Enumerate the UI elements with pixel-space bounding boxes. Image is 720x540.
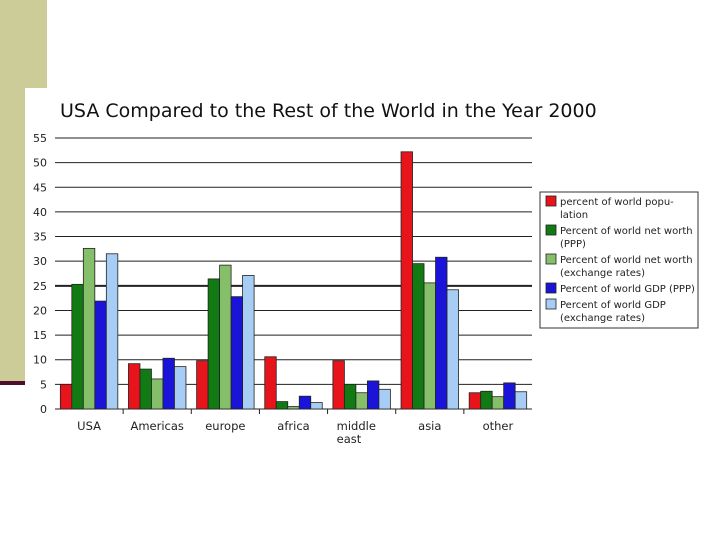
- bar-middle-east-series-5: [378, 388, 391, 410]
- y-tick-label: 25: [33, 280, 47, 293]
- bar-asia-series-4: [435, 256, 448, 410]
- legend-swatch-3: [545, 253, 557, 265]
- legend-entry-line: (exchange rates): [560, 313, 645, 324]
- chart-title: USA Compared to the Rest of the World in…: [60, 100, 597, 122]
- x-axis-categories: USA Americas europe africa middle east asia oth…: [77, 409, 514, 446]
- bar-middle-east-series-1: [332, 360, 345, 410]
- x-category-line: europe: [205, 419, 245, 433]
- bar-other-series-5: [514, 391, 528, 410]
- y-tick-label: 45: [33, 181, 47, 194]
- y-tick-label: 30: [33, 255, 47, 268]
- bar-africa-series-1: [264, 356, 277, 410]
- bar-africa-series-4: [298, 395, 312, 410]
- bar-other-series-4: [503, 382, 516, 410]
- grid-lines: [55, 137, 532, 410]
- legend-entry-line: (PPP): [560, 239, 586, 250]
- legend-swatch-2: [545, 224, 557, 236]
- bar-usa-series-5: [105, 253, 119, 410]
- bar-asia-series-5: [446, 289, 459, 410]
- y-tick-label: 5: [40, 378, 47, 391]
- bar-europe-series-1: [196, 360, 209, 410]
- bar-americas-series-4: [162, 357, 175, 410]
- x-category-label: Americas: [130, 419, 183, 433]
- x-category-label: europe: [205, 419, 245, 433]
- bar-other-series-3: [491, 396, 505, 410]
- x-category-label: africa: [277, 419, 309, 433]
- bar-africa-series-2: [275, 401, 289, 410]
- legend-swatch-5: [545, 298, 557, 310]
- legend-entry-4: Percent of world GDP (PPP): [560, 284, 695, 295]
- y-tick-label: 20: [33, 304, 47, 317]
- legend-entry-line: lation: [560, 210, 588, 221]
- bar-asia-series-2: [412, 263, 425, 410]
- bars: [59, 151, 528, 410]
- bar-africa-series-3: [287, 406, 300, 410]
- bar-other-series-2: [480, 390, 493, 410]
- x-category-line: Americas: [130, 419, 183, 433]
- bar-other-series-1: [468, 392, 482, 410]
- x-category-line: east: [337, 432, 362, 446]
- bar-americas-series-3: [151, 378, 164, 410]
- y-tick-label: 55: [33, 132, 47, 145]
- x-category-line: africa: [277, 419, 309, 433]
- bar-americas-series-1: [128, 363, 141, 410]
- y-tick-label: 0: [40, 403, 47, 416]
- legend-swatch-1: [545, 195, 557, 207]
- legend-entry-line: Percent of world net worth: [560, 255, 693, 266]
- x-category-line: USA: [77, 419, 101, 433]
- bar-middle-east-series-3: [355, 392, 368, 410]
- legend: percent of world popu-lation Percent of w…: [539, 191, 699, 329]
- bar-usa-series-3: [82, 247, 96, 410]
- legend-entry-line: Percent of world GDP (PPP): [560, 284, 695, 295]
- y-tick-label: 40: [33, 206, 47, 219]
- legend-entry-line: (exchange rates): [560, 268, 645, 279]
- x-category-line: other: [483, 419, 514, 433]
- legend-entry-line: Percent of world GDP: [560, 300, 666, 311]
- bar-europe-series-5: [242, 275, 255, 410]
- slide-accent-line: [0, 381, 25, 385]
- legend-entry-3: Percent of world net worth (exchange rate…: [560, 255, 693, 279]
- x-category-line: middle: [337, 419, 376, 433]
- bar-europe-series-2: [207, 278, 221, 410]
- bar-middle-east-series-4: [366, 380, 380, 410]
- bar-americas-series-5: [174, 366, 187, 410]
- y-tick-label: 10: [33, 354, 47, 367]
- bar-usa-series-2: [71, 283, 84, 410]
- y-axis-ticks: 0 5 10 15 20 25 30 35 40 45 50 55: [33, 132, 47, 416]
- legend-entry-2: Percent of world net worth (PPP): [560, 226, 693, 250]
- y-tick-label: 50: [33, 157, 47, 170]
- legend-entry-line: percent of world popu-: [560, 197, 674, 208]
- bar-americas-series-2: [139, 368, 152, 410]
- bar-usa-series-1: [59, 383, 73, 410]
- x-category-label: USA: [77, 419, 101, 433]
- x-category-line: asia: [418, 419, 441, 433]
- bar-asia-series-3: [423, 282, 436, 410]
- bar-middle-east-series-2: [343, 383, 357, 410]
- legend-entry-5: Percent of world GDP (exchange rates): [560, 300, 666, 324]
- y-tick-label: 35: [33, 231, 47, 244]
- bar-africa-series-5: [310, 402, 323, 410]
- bar-asia-series-1: [400, 151, 413, 410]
- y-tick-label: 15: [33, 329, 47, 342]
- bar-europe-series-3: [219, 264, 232, 410]
- x-category-label: other: [483, 419, 514, 433]
- legend-box: [539, 191, 699, 329]
- x-category-label: middle east: [337, 419, 376, 446]
- x-category-label: asia: [418, 419, 441, 433]
- bar-usa-series-4: [94, 300, 107, 410]
- legend-entry-1: percent of world popu-lation: [560, 197, 674, 221]
- legend-entry-line: Percent of world net worth: [560, 226, 693, 237]
- bar-europe-series-4: [230, 296, 244, 410]
- legend-swatch-4: [545, 282, 557, 294]
